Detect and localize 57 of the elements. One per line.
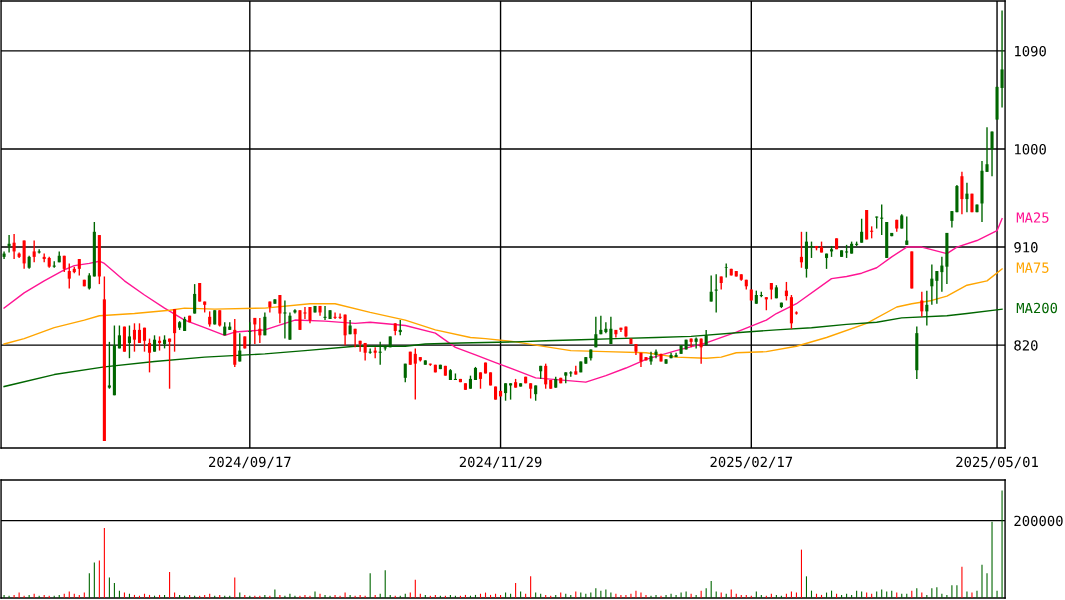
candlestick <box>2 250 6 260</box>
candlestick <box>604 321 608 334</box>
candlestick <box>940 256 944 293</box>
x-tick-label: 2024/09/17 <box>209 456 291 469</box>
candlestick <box>67 262 71 290</box>
candlestick <box>368 347 372 355</box>
candlestick <box>609 316 613 345</box>
y-tick-label: 910 <box>1014 242 1038 253</box>
candlestick <box>198 282 202 303</box>
candlestick <box>37 248 41 255</box>
candlestick <box>935 270 939 305</box>
candlestick <box>880 203 884 236</box>
candlestick <box>860 218 864 244</box>
y-tick-label: 1090 <box>1015 45 1046 57</box>
candlestick <box>1000 9 1004 109</box>
candlestick <box>694 336 698 350</box>
candlestick <box>338 312 342 320</box>
candlestick <box>248 321 252 345</box>
candlestick <box>714 273 718 314</box>
candlestick <box>965 182 969 213</box>
candlestick <box>258 317 262 344</box>
series-label: MA25 <box>1016 212 1049 223</box>
x-tick-label: 2025/02/17 <box>710 456 793 469</box>
candlestick <box>283 299 287 340</box>
candlestick <box>709 274 713 303</box>
line-series <box>3 268 1003 359</box>
candlestick <box>132 322 137 353</box>
series-label: MA200 <box>1016 302 1058 314</box>
candlestick <box>22 239 26 270</box>
candlestick <box>654 348 658 359</box>
candlestick <box>594 316 598 349</box>
candlestick <box>413 347 417 401</box>
x-tick-label: 2024/11/29 <box>459 456 542 469</box>
candlestick <box>960 171 964 216</box>
candlestick <box>137 322 142 344</box>
candlestick <box>343 313 347 346</box>
candlestick <box>920 291 924 318</box>
x-tick-label: 2025/05/01 <box>956 456 1038 469</box>
y-tick-label: 1000 <box>1015 143 1046 155</box>
candlestick <box>193 283 197 315</box>
candlestick <box>168 337 172 390</box>
candlestick <box>358 340 362 353</box>
candlestick <box>378 341 382 366</box>
candlestick <box>127 324 131 359</box>
candlestick <box>173 308 177 353</box>
series-label: MA75 <box>1016 262 1049 273</box>
line-series <box>3 218 1003 383</box>
y-tick-label: 200000 <box>1014 515 1063 527</box>
candlestick <box>333 311 337 320</box>
candlestick <box>278 294 282 325</box>
candlestick <box>147 337 152 374</box>
candlestick <box>544 362 548 390</box>
candlestick <box>990 130 994 177</box>
candlestick <box>32 239 36 264</box>
candlestick <box>288 311 292 341</box>
y-tick-label: 820 <box>1014 340 1038 351</box>
candlestick <box>253 317 257 345</box>
